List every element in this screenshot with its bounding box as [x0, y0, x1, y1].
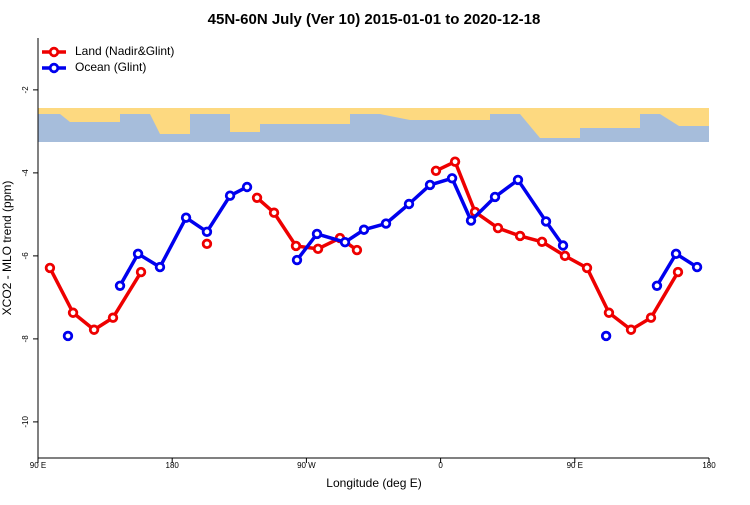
chart-title: 45N-60N July (Ver 10) 2015-01-01 to 2020…: [208, 11, 541, 28]
y-tick-label: -4: [21, 169, 30, 177]
series-point: [603, 307, 615, 318]
series-point: [514, 230, 526, 242]
series-point: [430, 165, 442, 177]
legend-label: Land (Nadir&Glint): [75, 44, 174, 58]
series-point: [557, 240, 569, 251]
series-point: [600, 330, 612, 342]
series-point: [251, 192, 263, 203]
y-tick-label: -8: [21, 335, 30, 343]
x-tick-label: 90 E: [567, 461, 583, 470]
series-point: [201, 238, 213, 250]
series-point: [691, 261, 703, 273]
series-point: [107, 312, 119, 323]
y-tick-label: -6: [21, 252, 30, 260]
series-point: [241, 181, 253, 193]
series-point: [446, 173, 458, 184]
series-point: [311, 228, 323, 240]
series-point: [424, 179, 436, 191]
series-point: [291, 254, 303, 266]
series-point: [559, 250, 571, 262]
series-point: [351, 244, 363, 256]
series-point: [44, 262, 56, 274]
series-point: [380, 218, 392, 229]
x-axis-label: Longitude (deg E): [326, 476, 421, 490]
series-point: [358, 224, 370, 235]
series-point: [290, 240, 302, 252]
x-tick-label: 90 E: [30, 461, 46, 470]
series-point: [114, 280, 126, 291]
series-point: [154, 261, 166, 273]
series-point: [536, 236, 548, 247]
series-point: [88, 324, 100, 335]
series-point: [339, 236, 351, 248]
series-point: [625, 324, 637, 335]
series-point: [492, 222, 504, 234]
series-point: [651, 280, 663, 291]
y-tick-label: -2: [21, 86, 30, 94]
series-point: [465, 215, 477, 226]
series-point: [540, 216, 552, 227]
series-point: [224, 190, 236, 201]
map-land: [38, 108, 709, 138]
legend-point: [48, 46, 60, 58]
series-line: [48, 159, 680, 332]
series-point: [489, 191, 501, 203]
series-point: [312, 243, 324, 255]
x-tick-label: 0: [438, 461, 443, 470]
series-point: [672, 266, 684, 278]
series-point: [645, 312, 657, 323]
series-point: [62, 330, 74, 342]
x-tick-label: 90 W: [297, 461, 316, 470]
series-point: [132, 248, 144, 260]
series-point: [135, 266, 147, 278]
series-point: [201, 226, 213, 238]
series-point: [67, 307, 79, 318]
series-point: [581, 262, 593, 274]
x-tick-label: 180: [702, 461, 716, 470]
series-point: [512, 174, 524, 186]
legend-point: [48, 62, 60, 74]
series-point: [403, 198, 415, 210]
y-axis-label: XCO2 - MLO trend (ppm): [0, 181, 14, 316]
y-tick-label: -10: [21, 416, 30, 428]
series-point: [180, 212, 192, 223]
x-tick-label: 180: [166, 461, 180, 470]
series-point: [268, 207, 280, 218]
series-point: [449, 156, 461, 167]
series-point: [670, 248, 682, 260]
legend-label: Ocean (Glint): [75, 60, 146, 74]
